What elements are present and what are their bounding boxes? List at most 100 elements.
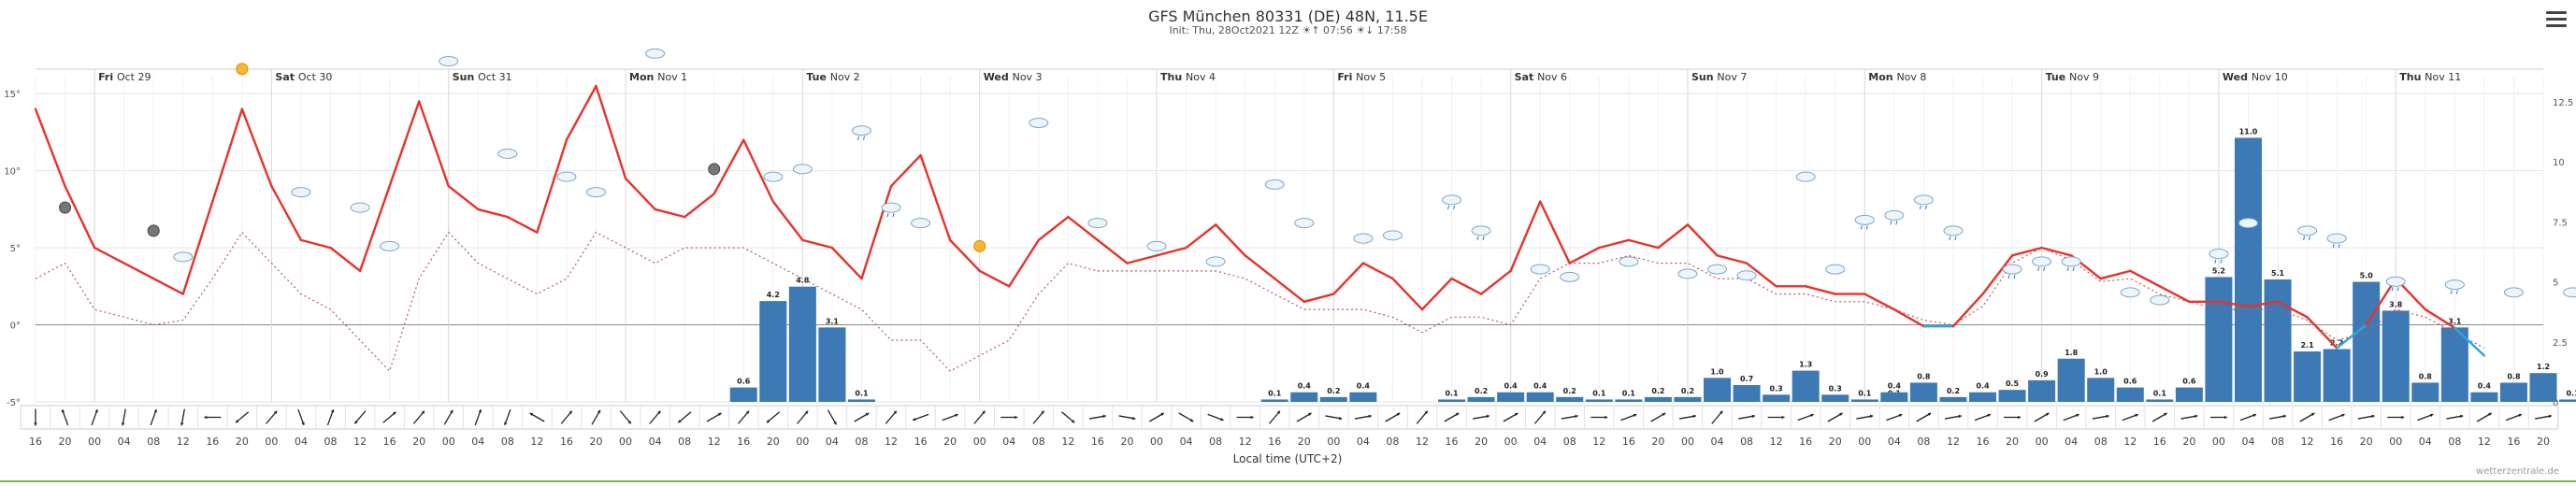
cloud-icon [380,240,400,251]
wind-arrow-head [1869,414,1874,419]
precip-label: 0.4 [1504,382,1518,391]
precip-bar [2264,279,2292,402]
rain-drop [2455,290,2458,294]
precip-label: 0.1 [1268,389,1282,397]
wind-arrow [353,410,367,424]
wind-arrow-head [421,410,425,415]
wind-arrow [91,408,98,426]
hour-tick-label: 16 [1976,436,1989,448]
wind-arrow [2180,415,2198,420]
precip-bar [2087,378,2115,402]
wind-arrow [1678,415,1696,420]
hour-tick-label: 04 [1888,436,1901,448]
precip-label: 5.2 [2212,266,2225,275]
hour-tick-label: 16 [1446,436,1459,448]
wind-arrow [560,410,573,424]
temperature-segment [2424,307,2456,330]
hour-tick-label: 08 [1032,436,1045,448]
precip-label: 2.1 [2300,341,2314,350]
wind-arrow [797,410,809,424]
precip-bar [2353,281,2381,402]
cloud-icon [291,187,311,198]
wind-arrow [1561,415,1578,420]
rain-drop [2450,290,2453,294]
precip-label: 0.2 [1947,387,1960,395]
temperature-segment [2099,269,2132,280]
precip-label: 4.8 [796,277,810,285]
hour-tick-label: 04 [2419,436,2432,448]
cloud-icon [1087,218,1108,229]
wind-arrow [2092,415,2109,420]
hour-tick-label: 20 [943,436,957,448]
wind-arrow [1354,415,1372,420]
cloud-icon [497,148,518,159]
day-label: Thu Nov 11 [2399,71,2461,83]
precip-label: 0.5 [2006,379,2020,388]
left-axis-tick: 0° [10,322,21,332]
hour-tick-label: 16 [1622,436,1635,448]
precip-label: 0.4 [1533,382,1547,391]
rain-drop [1954,236,1957,240]
wind-arrow [1118,415,1136,420]
rain-drop [2243,228,2246,233]
wind-arrow [2357,415,2375,420]
sunset-icon: ☀↓ [1356,24,1374,36]
wind-arrow-head [2429,413,2434,418]
day-label: Mon Nov 8 [1868,71,1926,83]
wind-arrow-head [1605,415,1608,420]
precip-bar [2382,310,2410,402]
precip-label: 0.6 [2123,378,2137,386]
hour-tick-label: 16 [1091,436,1104,448]
moon-cloud-icon [708,163,721,176]
precip-bar [1704,378,1732,402]
hour-tick-label: 04 [2065,436,2078,448]
precip-label: 0.1 [1622,389,1636,397]
temperature-segment [64,184,96,250]
temperature-segment [1686,223,1719,257]
day-label: Fri Oct 29 [98,71,151,83]
wind-arrow-head [1810,413,1814,418]
temperature-segment [299,238,332,250]
rain-cloud-icon [1884,209,1905,221]
precip-label: 1.8 [2065,349,2079,357]
hour-tick-label: 20 [767,436,780,448]
temperature-segment [948,238,981,273]
temperature-segment [270,184,303,242]
wind-arrow [1061,411,1075,423]
temperature-segment [919,153,952,242]
wind-arrow-head [2310,412,2315,417]
wind-arrow [504,408,511,426]
hour-tick-label: 00 [1858,436,1871,448]
rain-cloud-icon [1913,194,1934,206]
wind-arrow-head [2135,413,2138,418]
cloud-icon [1294,218,1315,229]
precip-bar [2440,327,2468,402]
hamburger-menu-icon[interactable] [2546,11,2567,28]
hour-tick-label: 00 [265,436,278,448]
hour-tick-label: 00 [88,436,101,448]
precip-bar [1939,396,1967,402]
temperature-segment [801,238,834,250]
left-axis-tick: -5° [7,398,21,408]
precip-bar [2175,387,2203,402]
temperature-segment [1745,262,1777,288]
wind-arrow [1711,410,1723,424]
precip-bar [1674,396,1702,402]
wind-arrow [591,409,601,425]
wind-arrow-head [1041,410,1044,415]
hour-tick-label: 08 [147,436,160,448]
rain-cloud-icon [2385,276,2406,287]
cloud-icon [1707,264,1728,275]
precip-bar [1792,370,1820,402]
wind-arrow-head [301,422,305,425]
cloud-icon [2150,294,2170,306]
precip-bar [1763,394,1791,402]
rain-drop [2332,244,2335,249]
day-label: Sat Nov 6 [1515,71,1567,83]
cloud-icon [1530,264,1550,275]
hour-tick-label: 00 [2389,436,2402,448]
hour-tick-label: 12 [530,436,543,448]
hour-tick-label: 04 [2241,436,2254,448]
temperature-segment [536,138,568,234]
wind-arrow [1827,412,1843,422]
